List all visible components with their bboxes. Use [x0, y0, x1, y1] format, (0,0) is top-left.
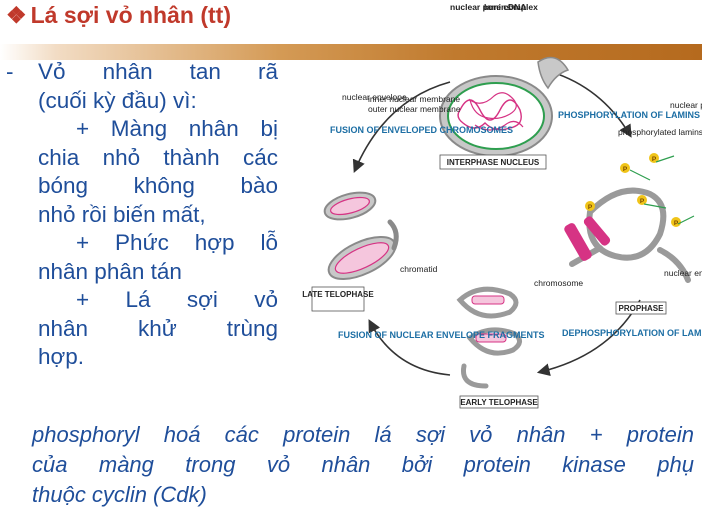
text-line: + Phức hợp lỗ — [76, 230, 278, 255]
cycle-arrow — [544, 69, 632, 138]
chromosome-label: chromosome — [534, 278, 583, 288]
prophase-label: PROPHASE — [619, 304, 665, 313]
phosphate-marker: P — [623, 166, 628, 173]
list-dash: - — [6, 59, 14, 84]
late-telophase-label: LATE TELOPHASE — [302, 290, 374, 299]
interphase-nucleus — [439, 56, 570, 157]
slide-title-text: Lá sợi vỏ nhân (tt) — [30, 2, 231, 28]
text-line: hợp. — [38, 344, 85, 369]
slide-title: ❖ Lá sợi vỏ nhân (tt) — [6, 2, 231, 29]
bottom-text-block: phosphoryl hoá các protein lá sợi vỏ nhâ… — [32, 420, 694, 510]
dna-label: DNA — [508, 2, 526, 12]
text-line: bóng không bào — [38, 173, 278, 198]
cycle-arrow — [368, 319, 451, 376]
early-telophase-nuclei — [456, 286, 522, 389]
text-line: + Màng nhân bị — [76, 116, 278, 141]
phosphate-marker: P — [640, 198, 645, 205]
text-line: + Lá sợi vỏ — [76, 287, 278, 312]
chromatid-label: chromatid — [400, 264, 438, 274]
text-line: nhân phân tán — [38, 258, 182, 284]
prophase-scene — [564, 153, 695, 283]
nuclear-envelope-cycle-diagram: INTERPHASE NUCLEUS nuclear pore complex … — [302, 2, 702, 409]
phosphate-marker: P — [652, 156, 657, 163]
dephosphorylation-label: DEPHOSPHORYLATION OF LAMINS — [562, 328, 702, 338]
early-telophase-label: EARLY TELOPHASE — [460, 398, 538, 407]
text-line: phosphoryl hoá các protein lá sợi vỏ nhâ… — [32, 422, 694, 447]
fusion-fragments-label: FUSION OF NUCLEAR ENVELOPE FRAGMENTS — [338, 330, 545, 340]
fusion-enveloped-label: FUSION OF ENVELOPED CHROMOSOMES — [330, 125, 513, 135]
nuclear-envelope-label: nuclear envelope — [342, 92, 407, 102]
text-line: của màng trong vỏ nhân bởi protein kinas… — [32, 452, 694, 477]
left-text-block: - Vỏ nhân tan rã (cuối kỳ đầu) vì: + Màn… — [0, 58, 278, 372]
late-telophase-nuclei — [323, 191, 399, 281]
cycle-arrow — [352, 81, 451, 173]
text-line: chia nhỏ thành các — [38, 144, 278, 170]
phosphate-marker: P — [674, 220, 679, 227]
phosphate-marker: P — [588, 204, 593, 211]
phosphorylation-label: PHOSPHORYLATION OF LAMINS — [558, 110, 700, 120]
phosphorylated-lamins-label: phosphorylated lamins — [618, 127, 702, 137]
text-line: nhân khử trùng — [38, 315, 278, 341]
interphase-label: INTERPHASE NUCLEUS — [447, 158, 540, 167]
lamins-label: lamins — [484, 2, 511, 12]
text-line: thuộc cyclin (Cdk) — [32, 482, 207, 507]
nuclear-pore-label: nuclear pore complex — [450, 2, 538, 12]
envelope-fragment-label: nuclear envelope fragment — [664, 268, 702, 278]
outer-membrane-label: outer nuclear membrane — [368, 104, 461, 114]
text-line: nhỏ rồi biến mất, — [38, 201, 206, 227]
pore-proteins-label: nuclear pore complex proteins — [670, 100, 702, 110]
inner-membrane-label: inner nuclear membrane — [368, 94, 460, 104]
title-underline-bar — [0, 44, 702, 60]
text-line: (cuối kỳ đầu) vì: — [38, 87, 197, 113]
diamond-bullet-icon: ❖ — [6, 2, 27, 28]
text-line: Vỏ nhân tan rã — [38, 59, 278, 84]
